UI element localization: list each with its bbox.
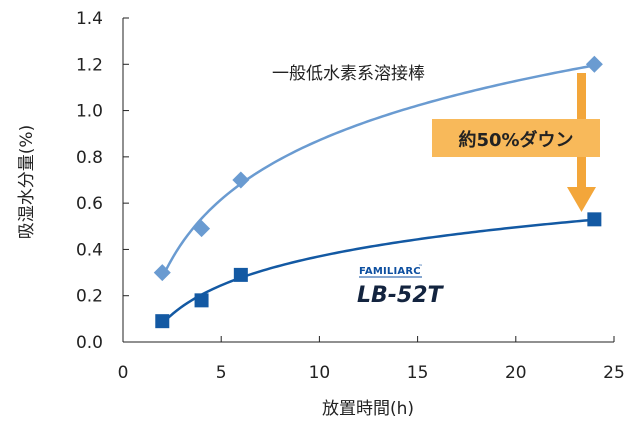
data-point-diamond [585, 55, 603, 73]
x-tick-label: 20 [505, 363, 527, 383]
x-tick-label: 5 [216, 363, 227, 383]
data-point-square [194, 293, 209, 308]
callout-background [432, 119, 600, 157]
series-label-general: 一般低水素系溶接棒 [272, 64, 425, 84]
y-tick-label: 1.2 [76, 55, 103, 75]
data-point-diamond [232, 171, 250, 189]
arrow-head [567, 187, 596, 212]
points-layer [153, 55, 603, 329]
arrow-shaft [577, 73, 586, 119]
brand-logo-text: FAMILIARC [359, 266, 421, 277]
axes-layer: 0.0 0.2 0.4 0.6 0.8 1.0 1.2 1.4 0 5 10 15 20 25 [76, 9, 625, 383]
brand-trademark-mark: ™ [418, 264, 423, 270]
data-point-square [155, 314, 170, 329]
y-axis-title: 吸湿水分量(%) [17, 125, 37, 239]
series-curve-0 [161, 64, 595, 279]
callout-text: 約50%ダウン [458, 129, 573, 151]
x-tick-label: 25 [603, 363, 625, 383]
y-tick-label: 0.8 [76, 148, 103, 168]
x-axis-title: 放置時間(h) [322, 399, 414, 419]
y-tick-label: 0.0 [76, 333, 103, 353]
y-tick-label: 0.2 [76, 287, 103, 307]
x-tick-label: 15 [407, 363, 429, 383]
arrow-shaft-lower [577, 157, 586, 187]
data-point-diamond [153, 264, 171, 282]
x-tick-label: 10 [309, 363, 331, 383]
x-tick-label: 0 [118, 363, 129, 383]
y-tick-label: 0.4 [76, 240, 103, 260]
y-tick-label: 1.0 [76, 102, 103, 122]
y-tick-label: 1.4 [76, 9, 103, 29]
data-point-square [233, 267, 248, 282]
data-point-diamond [193, 220, 211, 238]
y-tick-label: 0.6 [76, 194, 103, 214]
data-point-square [587, 212, 602, 227]
product-label: LB-52T [357, 283, 445, 308]
